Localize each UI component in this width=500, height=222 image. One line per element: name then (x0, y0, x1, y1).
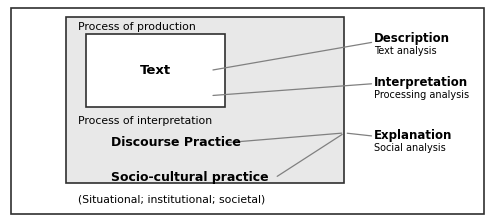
Bar (66, 17, 344, 183)
Text: Discourse Practice: Discourse Practice (111, 136, 240, 149)
Text: Process of interpretation: Process of interpretation (78, 117, 212, 127)
Text: Processing analysis: Processing analysis (374, 90, 470, 100)
Bar (86, 34, 225, 107)
Text: Explanation: Explanation (374, 129, 452, 142)
Text: Interpretation: Interpretation (374, 76, 468, 89)
Text: Process of production: Process of production (78, 22, 196, 32)
Text: Description: Description (374, 32, 450, 45)
Text: Text analysis: Text analysis (374, 46, 437, 56)
Text: Socio-cultural practice: Socio-cultural practice (111, 171, 268, 184)
Text: Social analysis: Social analysis (374, 143, 446, 153)
Text: Text: Text (140, 64, 171, 77)
Text: (Situational; institutional; societal): (Situational; institutional; societal) (78, 195, 266, 205)
